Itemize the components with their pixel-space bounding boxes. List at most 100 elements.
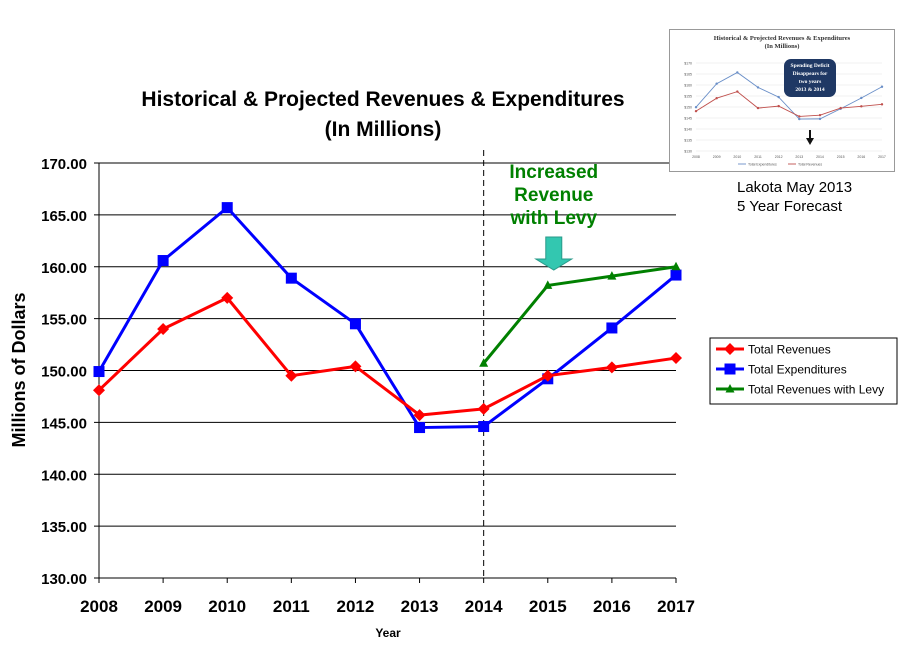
square-marker	[478, 421, 490, 433]
inset-marker	[880, 103, 884, 106]
square-marker	[724, 363, 736, 375]
inset-callout: Spending Deficit Disappears for two years 2…	[784, 59, 836, 145]
inset-y-tick-label: $135	[684, 139, 692, 143]
diamond-marker	[477, 402, 490, 415]
inset-marker	[694, 109, 698, 113]
legend-label: Total Expenditures	[748, 363, 847, 377]
series-total-expenditures	[93, 202, 682, 434]
series-line	[97, 296, 677, 417]
triangle-marker	[671, 261, 681, 271]
y-tick-label: 140.00	[41, 467, 87, 484]
inset-callout-text: Spending Deficit	[791, 63, 830, 69]
inset-marker	[694, 106, 698, 109]
annotation-text: with Levy	[509, 208, 597, 229]
diamond-marker	[724, 343, 736, 355]
y-tick-label: 150.00	[41, 364, 87, 381]
inset-marker	[756, 86, 760, 89]
inset-marker	[818, 113, 822, 117]
inset-callout-text: two years	[799, 79, 821, 85]
annotation-text: Increased	[509, 162, 598, 183]
x-tick-label: 2015	[529, 597, 567, 616]
x-tick-label: 2016	[593, 597, 631, 616]
chart-subtitle: (In Millions)	[325, 118, 442, 141]
x-axis-label: Year	[375, 626, 401, 640]
inset-plot: $130 $135 $140 $145 $150 $155 $160 $165 $170 2008…	[684, 59, 886, 167]
inset-x-tick-label: 2009	[713, 155, 721, 159]
x-axis-ticks: 2008 2009 2010 2011 2012 2013 2014 2015 2016 2017	[80, 578, 695, 616]
inset-marker	[860, 96, 863, 100]
inset-series-revenues	[694, 90, 884, 118]
inset-marker	[880, 85, 884, 88]
x-tick-label: 2013	[401, 597, 439, 616]
diamond-marker	[221, 291, 234, 304]
legend-label: Total Revenues with Levy	[748, 383, 884, 397]
square-marker	[670, 269, 682, 281]
y-axis-label: Millions of Dollars	[9, 292, 29, 447]
inset-x-tick-label: 2017	[878, 155, 886, 159]
inset-legend-label: Total Revenues	[798, 163, 822, 167]
x-tick-label: 2017	[657, 597, 695, 616]
triangle-marker	[607, 271, 617, 280]
inset-marker	[818, 117, 822, 121]
y-tick-label: 160.00	[41, 260, 87, 277]
y-axis-ticks: 130.00 135.00 140.00 145.00 150.00 155.00 160.…	[41, 156, 99, 588]
inset-chart: Historical & Projected Revenues & Expend…	[684, 35, 886, 167]
inset-x-tick-label: 2015	[837, 155, 845, 159]
annotation-text: Revenue	[514, 185, 593, 206]
inset-x-tick-label: 2008	[692, 155, 700, 159]
inset-x-tick-label: 2011	[754, 155, 762, 159]
y-tick-label: 170.00	[41, 156, 87, 173]
square-marker	[606, 322, 618, 334]
inset-y-tick-label: $150	[684, 106, 692, 110]
inset-marker	[736, 71, 739, 74]
inset-y-tick-label: $155	[684, 95, 692, 99]
x-tick-label: 2009	[144, 597, 182, 616]
inset-x-tick-label: 2013	[795, 155, 803, 159]
y-tick-label: 165.00	[41, 208, 87, 225]
diamond-marker	[541, 369, 554, 382]
inset-x-tick-label: 2014	[816, 155, 824, 159]
x-tick-label: 2012	[337, 597, 375, 616]
caption-line-1: Lakota May 2013	[737, 179, 853, 196]
diamond-marker	[93, 384, 105, 397]
square-marker	[285, 272, 297, 284]
square-marker	[93, 366, 105, 378]
square-marker	[157, 255, 169, 267]
inset-x-tick-label: 2012	[775, 155, 783, 159]
series-group	[93, 202, 682, 434]
inset-legend-label: Total Expenditures	[748, 163, 777, 167]
inset-y-tick-label: $160	[684, 84, 692, 88]
y-tick-label: 130.00	[41, 571, 87, 588]
series-line	[482, 265, 677, 365]
series-total-revenues-with-levy	[479, 261, 681, 367]
down-arrow-icon	[534, 236, 574, 271]
inset-series-line	[695, 71, 883, 120]
inset-legend: Total Expenditures Total Revenues	[738, 163, 822, 167]
inset-callout-text: 2013 & 2014	[795, 87, 825, 93]
x-tick-label: 2008	[80, 597, 118, 616]
inset-callout-box	[784, 59, 836, 97]
inset-x-tick-label: 2016	[857, 155, 865, 159]
inset-y-tick-label: $145	[684, 117, 692, 121]
y-tick-label: 155.00	[41, 312, 87, 329]
triangle-marker	[543, 280, 553, 289]
y-tick-label: 135.00	[41, 519, 87, 536]
square-marker	[349, 318, 361, 330]
triangle-marker	[479, 358, 489, 367]
inset-marker	[715, 82, 718, 85]
inset-marker	[860, 105, 863, 108]
diamond-marker	[157, 323, 170, 335]
legend-label: Total Revenues	[748, 343, 831, 357]
inset-y-tick-label: $140	[684, 128, 692, 132]
chart-title: Historical & Projected Revenues & Expend…	[141, 88, 624, 111]
inset-title: Historical & Projected Revenues & Expend…	[714, 35, 851, 42]
inset-marker	[839, 106, 842, 110]
inset-marker	[798, 115, 801, 118]
inset-y-tick-label: $130	[684, 150, 692, 154]
diamond-marker	[605, 361, 618, 374]
inset-callout-text: Disappears for	[793, 71, 828, 77]
series-line	[97, 206, 677, 430]
x-tick-label: 2011	[273, 597, 310, 616]
